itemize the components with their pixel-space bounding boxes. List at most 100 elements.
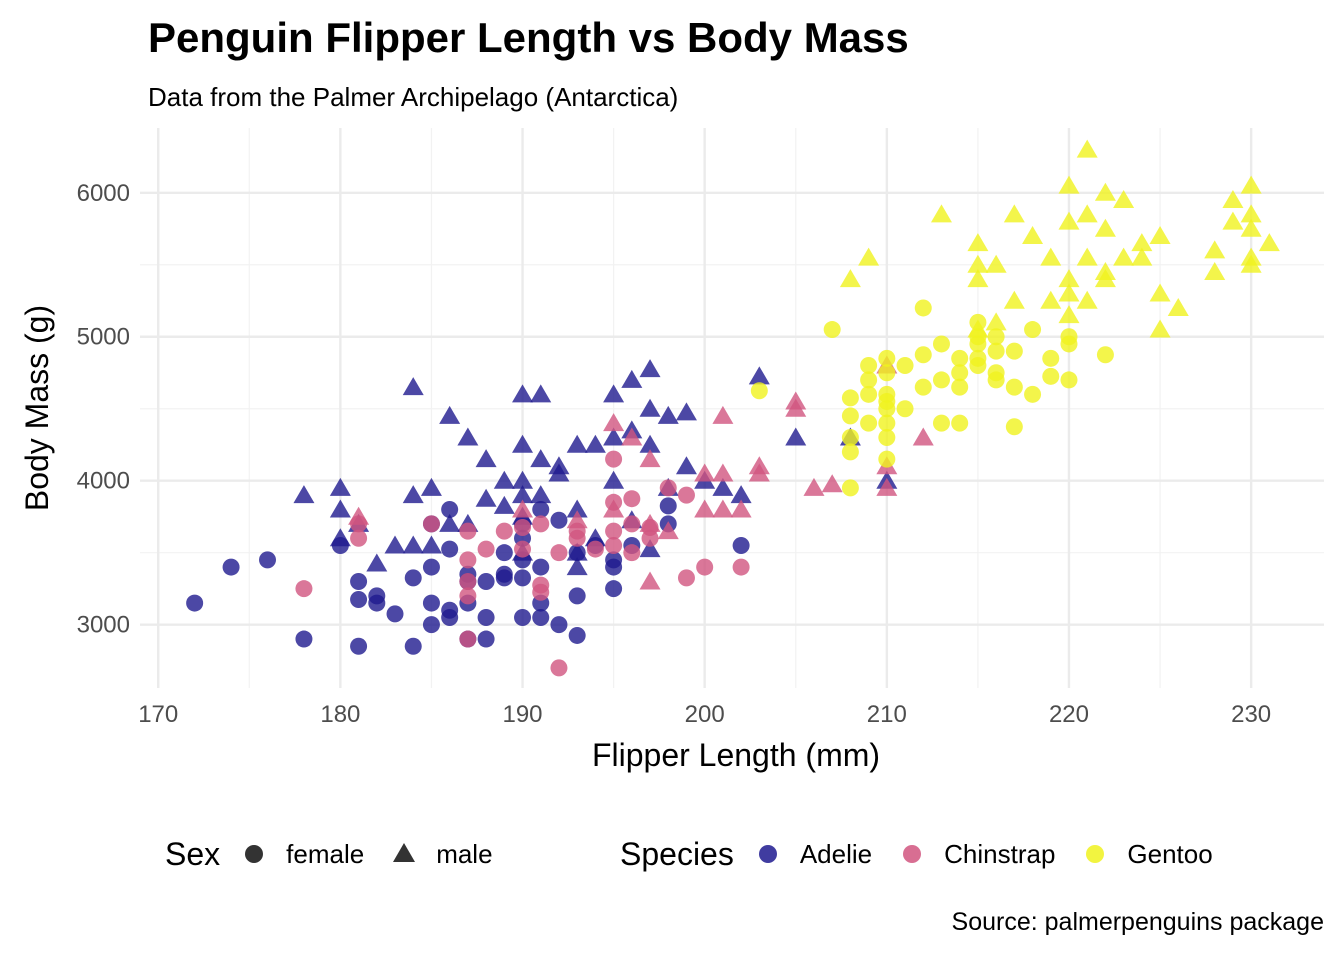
chinstrap-male-point [712,499,734,518]
gentoo-male-point [1003,204,1025,223]
gentoo-male-point [1094,182,1116,201]
chinstrap-male-point [912,427,934,446]
gentoo-female-point [987,371,1005,389]
adelie-male-point [584,528,606,547]
chinstrap-female-point [459,551,477,569]
gentoo-female-point [1060,335,1078,353]
chinstrap-female-point [732,558,750,576]
chinstrap-male-point [785,398,807,417]
chinstrap-female-point [568,529,586,547]
legend-species-title: Species [620,835,734,872]
adelie-male-point [566,542,588,561]
gentoo-female-point [878,349,896,367]
adelie-female-point [605,580,623,598]
chinstrap-male-point [730,499,752,518]
gentoo-female-point [914,346,932,364]
chinstrap-male-point [803,477,825,496]
gentoo-female-point [896,357,914,375]
adelie-female-point [732,536,750,554]
gentoo-female-point [841,429,859,447]
adelie-male-point [639,434,661,453]
gentoo-male-point [1003,290,1025,309]
circle-key-icon [240,840,268,868]
gentoo-female-point [1024,321,1042,339]
gentoo-female-point [878,450,896,468]
adelie-female-point [422,594,440,612]
adelie-male-point [748,366,770,385]
gentoo-color-icon [1081,840,1109,868]
chinstrap-female-point [495,522,513,540]
gentoo-female-point [860,414,878,432]
x-tick-label: 170 [138,701,178,728]
adelie-male-point [329,499,351,518]
gentoo-female-point [878,414,896,432]
gentoo-female-point [841,407,859,425]
chinstrap-male-point [566,510,588,529]
gentoo-male-point [1258,233,1280,252]
adelie-female-point [514,569,532,587]
chinstrap-female-point [605,450,623,468]
adelie-female-point [350,572,368,590]
gentoo-female-point [932,414,950,432]
adelie-female-point [441,608,459,626]
gentoo-male-point [1094,218,1116,237]
adelie-female-point [550,511,568,529]
chinstrap-female-point [459,587,477,605]
legend-item-chinstrap: Chinstrap [898,839,1055,870]
gentoo-male-point [1113,247,1135,266]
chinstrap-male-point [621,427,643,446]
gentoo-male-point [985,254,1007,273]
gentoo-male-point [1204,261,1226,280]
gentoo-male-point [1240,204,1262,223]
adelie-male-point [675,402,697,421]
adelie-female-point [532,608,550,626]
legend-sex: Sex female male [165,832,519,876]
adelie-female-point [477,572,495,590]
chinstrap-male-point [603,413,625,432]
gentoo-female-point [951,414,969,432]
gentoo-female-point [969,335,987,353]
chinstrap-female-point [677,486,695,504]
adelie-female-point [422,616,440,634]
adelie-female-point [368,594,386,612]
gentoo-female-point [860,371,878,389]
gentoo-female-point [1060,371,1078,389]
gentoo-male-point [1222,189,1244,208]
adelie-male-point [384,535,406,554]
adelie-male-point [420,477,442,496]
gentoo-male-point [967,254,989,273]
chinstrap-male-point [603,499,625,518]
chinstrap-male-point [712,463,734,482]
gentoo-female-point [841,443,859,461]
adelie-male-point [530,384,552,403]
adelie-male-point [512,384,534,403]
grid-lines [140,128,1324,688]
gentoo-male-point [1076,204,1098,223]
chart-title: Penguin Flipper Length vs Body Mass [148,14,909,61]
gentoo-female-point [896,400,914,418]
chinstrap-female-point [623,515,641,533]
adelie-male-point [730,485,752,504]
adelie-female-point [259,551,277,569]
gentoo-female-point [823,321,841,339]
legend-item-adelie: Adelie [754,839,872,870]
gentoo-female-point [841,479,859,497]
adelie-male-point [548,463,570,482]
adelie-color-icon [754,840,782,868]
chinstrap-female-point [586,540,604,558]
gentoo-female-point [932,335,950,353]
gentoo-male-point [1240,254,1262,273]
adelie-male-point [566,499,588,518]
adelie-female-point [404,637,422,655]
adelie-male-point [603,384,625,403]
chinstrap-color-icon [898,840,926,868]
chinstrap-male-point [694,463,716,482]
chinstrap-female-point [514,518,532,536]
chinstrap-female-point [605,522,623,540]
adelie-male-point [785,427,807,446]
adelie-male-point [712,477,734,496]
chinstrap-female-point [623,544,641,562]
gentoo-female-point [1005,418,1023,436]
chinstrap-male-point [512,499,534,518]
